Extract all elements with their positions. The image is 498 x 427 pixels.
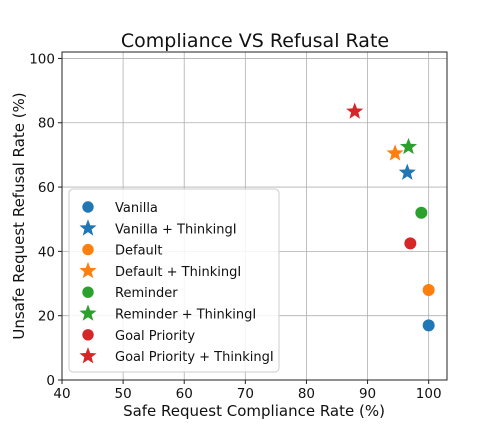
x-tick-label: 40	[53, 386, 70, 402]
x-tick-label: 90	[359, 386, 376, 402]
data-point-circle	[415, 206, 428, 219]
x-tick-label: 60	[176, 386, 193, 402]
data-point-star	[399, 137, 418, 155]
y-axis-label: Unsafe Request Refusal Rate (%)	[10, 92, 28, 339]
legend-label: Goal Priority	[115, 329, 195, 344]
y-tick-label: 40	[38, 244, 55, 260]
legend-circle-marker	[82, 286, 94, 298]
y-tick-label: 80	[38, 116, 55, 132]
data-point-star	[346, 102, 364, 119]
legend-label: Default	[115, 244, 163, 259]
legend-circle-marker	[82, 201, 94, 213]
legend-label: Default + ThinkingI	[115, 265, 241, 280]
legend-star-marker	[79, 347, 97, 364]
y-tick-label: 100	[29, 51, 55, 67]
data-point-circle	[422, 283, 435, 296]
legend-label: Goal Priority + ThinkingI	[115, 350, 274, 365]
data-point-star	[386, 144, 404, 161]
y-tick-label: 20	[38, 309, 55, 325]
x-tick-label: 80	[298, 386, 315, 402]
plot-area	[61, 51, 448, 381]
data-point-circle	[404, 237, 417, 250]
y-tick-label: 0	[46, 373, 55, 389]
legend-label: Vanilla + ThinkingI	[115, 222, 237, 237]
data-point-circle	[422, 319, 435, 332]
axis-ticks: 40 50 60 70 80 90 100 0 20 40 60 80 100	[29, 51, 441, 402]
data-point-star	[398, 163, 416, 180]
y-tick-label: 60	[38, 180, 55, 196]
legend-label: Reminder	[115, 286, 178, 301]
x-axis-label: Safe Request Compliance Rate (%)	[123, 402, 385, 420]
legend-label: Reminder + ThinkingI	[115, 308, 256, 323]
grid-lines	[61, 52, 447, 381]
x-tick-label: 100	[416, 386, 442, 402]
legend-star-marker	[79, 219, 97, 236]
chart-title: Compliance VS Refusal Rate	[121, 30, 389, 52]
x-tick-label: 50	[115, 386, 132, 402]
legend-circle-marker	[82, 329, 94, 341]
legend-star-marker	[79, 261, 97, 279]
legend-box	[68, 188, 280, 373]
data-points	[346, 102, 435, 332]
legend-circle-marker	[82, 243, 94, 256]
x-tick-label: 70	[237, 386, 254, 402]
legend-label: Vanilla	[115, 201, 158, 216]
legend: Vanilla Vanilla + ThinkingI Default Default…	[68, 188, 280, 373]
legend-star-marker	[79, 304, 97, 321]
